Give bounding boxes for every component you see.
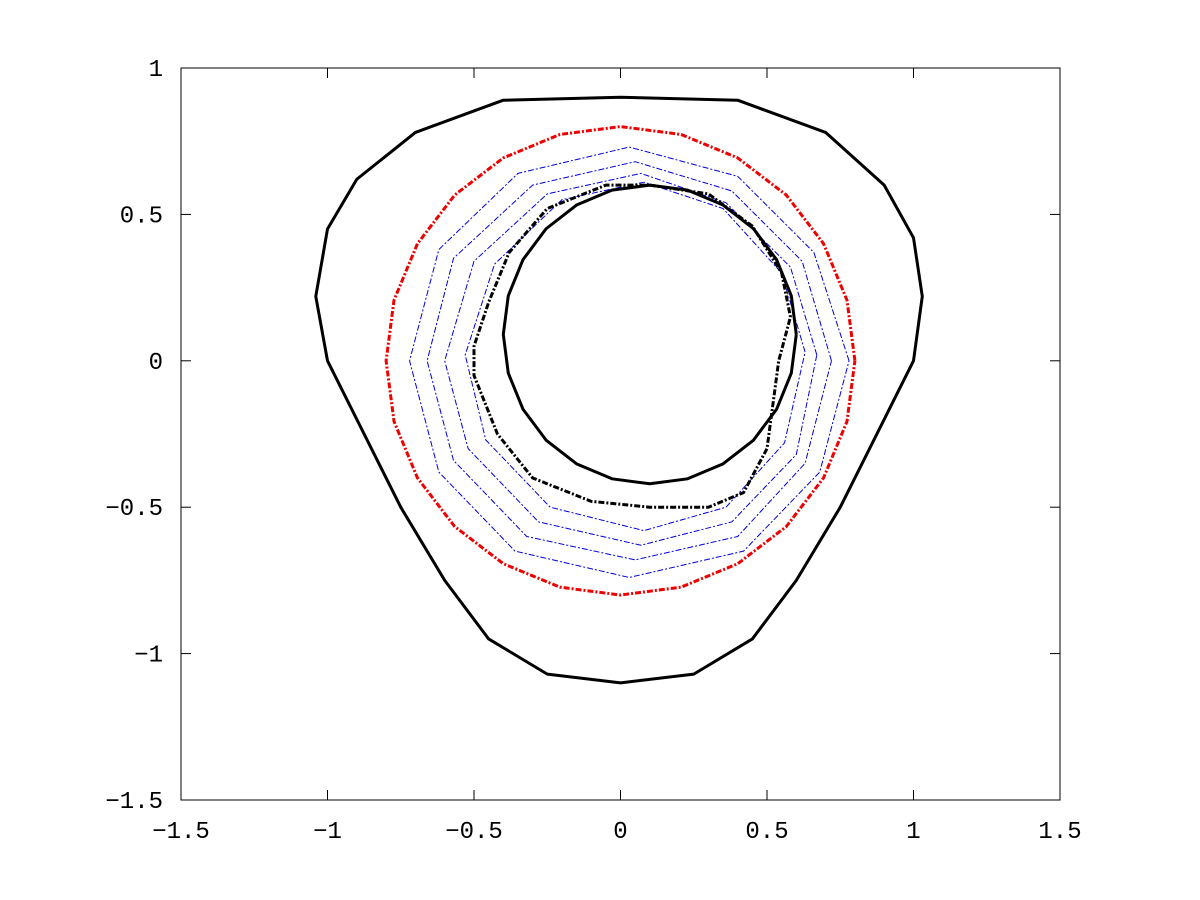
y-tick-label: 1 [149, 57, 163, 84]
y-tick-label: 0 [149, 350, 163, 377]
x-tick-label: −1 [313, 819, 342, 846]
y-tick-label: −0.5 [105, 496, 163, 523]
x-tick-label: 0 [613, 819, 627, 846]
curve [409, 146, 850, 578]
curve [472, 183, 792, 509]
x-tick-label: 1 [906, 819, 920, 846]
curve [501, 183, 798, 486]
curve [384, 125, 857, 597]
curve [314, 95, 924, 685]
curve [444, 172, 818, 546]
curve [426, 161, 832, 561]
curve [464, 181, 806, 532]
y-tick-label: −1 [134, 643, 163, 670]
x-tick-label: −1.5 [152, 819, 210, 846]
x-tick-label: −0.5 [445, 819, 503, 846]
x-tick-label: 0.5 [745, 819, 788, 846]
x-tick-label: 1.5 [1038, 819, 1081, 846]
y-tick-label: 0.5 [120, 203, 163, 230]
y-tick-label: −1.5 [105, 789, 163, 816]
